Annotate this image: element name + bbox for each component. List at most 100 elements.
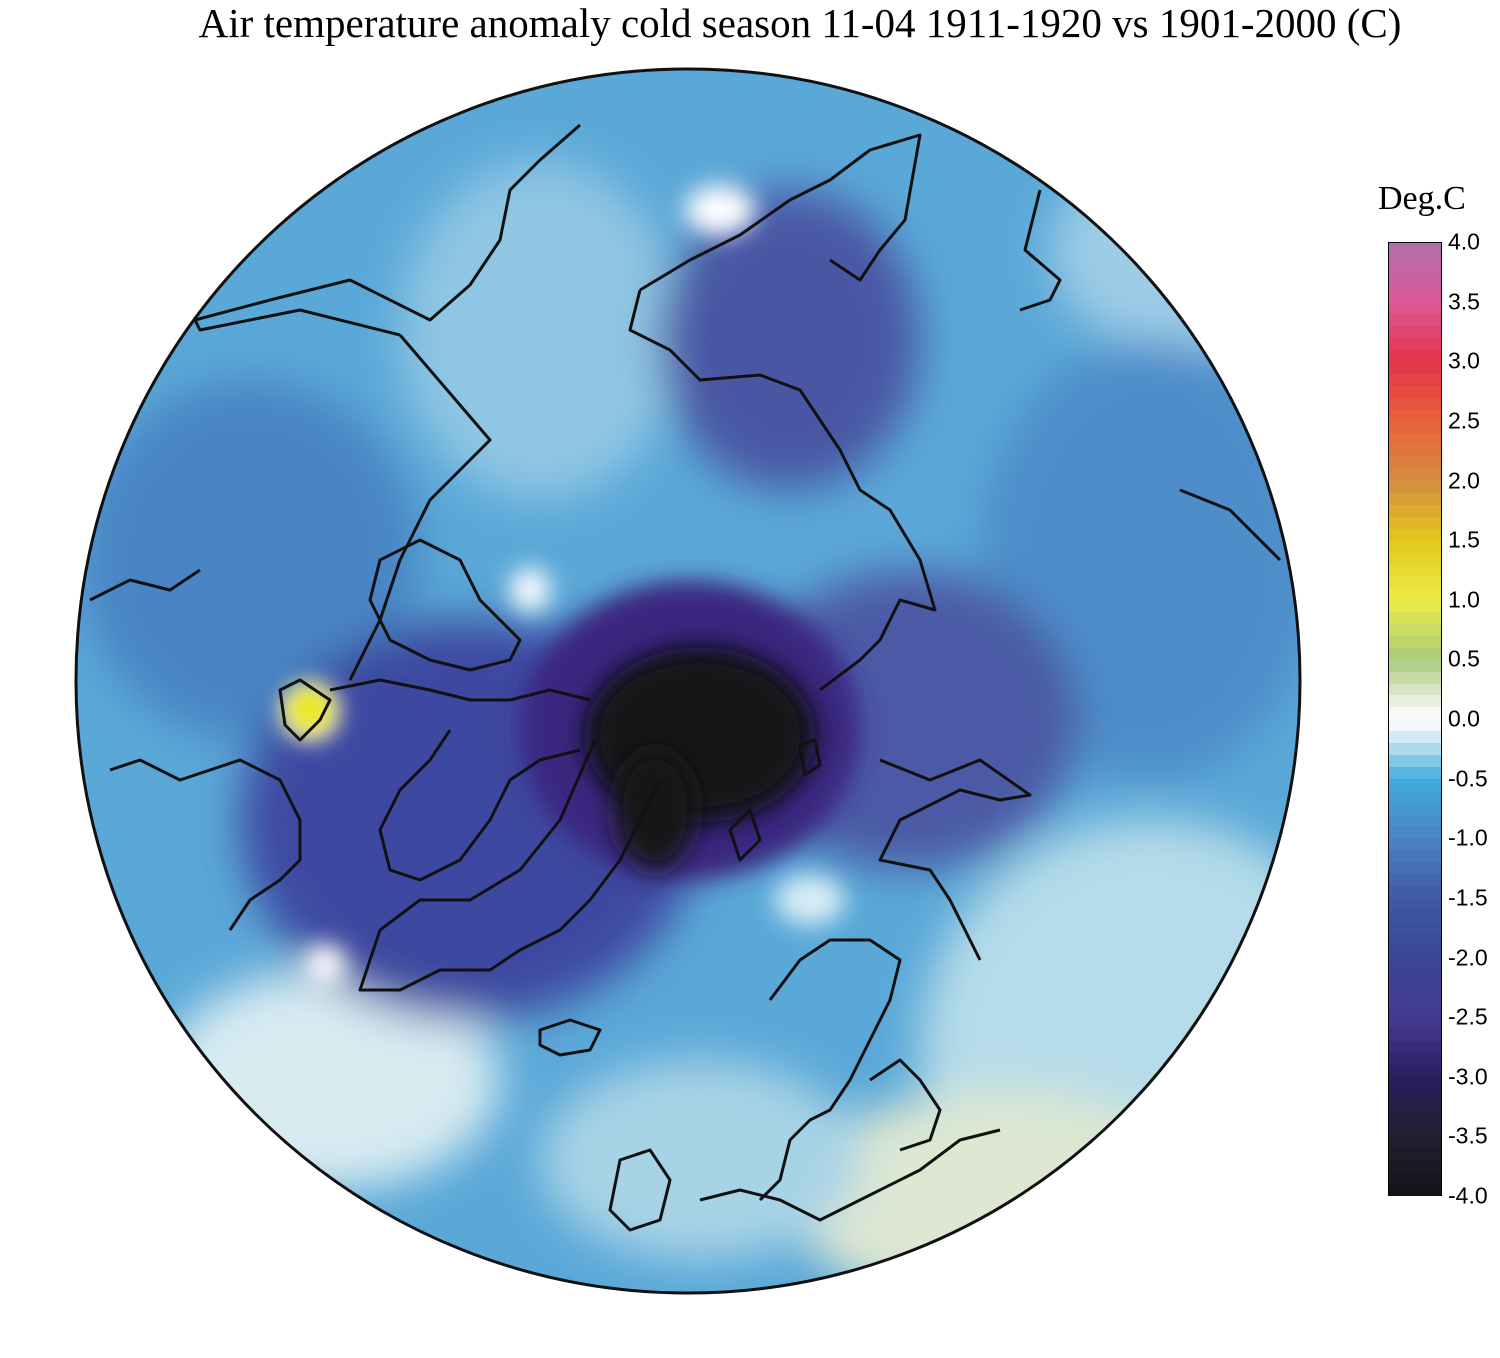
anomaly-field: [76, 69, 1300, 1293]
colorbar-band: [1389, 862, 1441, 875]
colorbar-tick-label: 4.0: [1448, 228, 1480, 255]
colorbar-tick-labels: 4.0 3.5 3.0 2.5 2.0 1.5 1.0 0.5 0.0 -0.5 -1.0 -1.5 -…: [1448, 229, 1500, 1209]
colorbar-band: [1389, 1076, 1441, 1089]
colorbar-band: [1389, 1064, 1441, 1077]
colorbar-band: [1389, 826, 1441, 839]
colorbar-band: [1389, 778, 1441, 791]
colorbar-tick-label: 1.0: [1448, 586, 1480, 613]
island-britain: [608, 1148, 672, 1232]
legend-unit-label: Deg.C: [1378, 180, 1466, 217]
colorbar-tick-label: 3.0: [1448, 347, 1480, 374]
colorbar-band: [1389, 385, 1441, 398]
cold-region-east-siberia: [660, 190, 920, 490]
colorbar-band: [1389, 362, 1441, 374]
colorbar-band: [1389, 326, 1441, 339]
colorbar-band: [1389, 457, 1441, 470]
colorbar-band: [1389, 1159, 1441, 1172]
colorbar-tick-label: 1.5: [1448, 526, 1480, 553]
colorbar-band: [1389, 600, 1441, 613]
colorbar-band: [1389, 266, 1441, 279]
colorbar-band: [1389, 683, 1441, 696]
colorbar-band: [1389, 766, 1441, 779]
colorbar-tick-label: 2.0: [1448, 467, 1480, 493]
colorbar-band: [1389, 481, 1441, 494]
coastlines: [89, 123, 1282, 1232]
colorbar-band: [1389, 731, 1441, 744]
pale-region-north-sea: [540, 1060, 860, 1260]
colorbar-band: [1389, 659, 1441, 672]
coast-hudson-bay: [278, 678, 332, 742]
colorbar-tick-label: -1.0: [1448, 824, 1488, 851]
colorbar-band: [1389, 397, 1441, 410]
colorbar-band: [1389, 373, 1441, 386]
colorbar-tick-label: -2.5: [1448, 1003, 1488, 1030]
colorbar-band: [1389, 1135, 1441, 1148]
coast-scandinavia: [758, 938, 902, 1202]
colorbar-band: [1389, 576, 1441, 589]
colorbar-band: [1389, 874, 1441, 886]
colorbar-band: [1389, 1040, 1441, 1053]
cold-core-tail: [615, 750, 695, 870]
island-iceland: [538, 1018, 602, 1057]
coast-siberia-south: [1179, 488, 1282, 562]
colorbar-tick-label: -1.5: [1448, 884, 1488, 911]
colorbar-tick-label: 3.5: [1448, 288, 1480, 315]
colorbar-band: [1389, 409, 1441, 422]
colorbar-band: [1389, 516, 1441, 529]
colorbar-band: [1389, 707, 1441, 720]
coast-siberia-east: [628, 289, 937, 692]
colorbar-band: [1389, 850, 1441, 863]
colorbar-band: [1389, 504, 1441, 517]
colorbar-band: [1389, 993, 1441, 1005]
colorbar-band: [1389, 338, 1441, 351]
coast-alaska: [193, 123, 581, 337]
colorbar-band: [1389, 302, 1441, 315]
coast-chukotka: [639, 133, 922, 292]
colorbar-band: [1389, 1088, 1441, 1101]
colorbar-band: [1389, 945, 1441, 958]
colorbar-tick-label: 2.5: [1448, 407, 1480, 434]
coast-kara-sea: [878, 758, 1032, 961]
colorbar-band: [1389, 612, 1441, 624]
colorbar-tick-label: 0.0: [1448, 705, 1480, 732]
colorbar-band: [1389, 814, 1441, 827]
colorbar-band: [1389, 350, 1441, 363]
coast-kamchatka: [1019, 189, 1062, 312]
island-franz-josef: [798, 738, 822, 777]
colorbar-band: [1389, 243, 1441, 255]
colorbar-tick-label: -0.5: [1448, 765, 1488, 792]
colorbar-band: [1389, 802, 1441, 815]
colorbar-band: [1389, 921, 1441, 934]
colorbar-band: [1389, 278, 1441, 291]
colorbar-tick-label: -3.0: [1448, 1063, 1488, 1090]
colorbar-band: [1389, 624, 1441, 636]
coast-greenland-north: [378, 729, 581, 882]
colorbar-band: [1389, 969, 1441, 982]
warm-spot-bering: [685, 185, 755, 235]
map-boundary-circle: [74, 67, 1302, 1295]
colorbar-band: [1389, 933, 1441, 946]
warm-spot-baffin: [510, 568, 550, 612]
pale-region-pacific-east: [1050, 150, 1300, 350]
colorbar-band: [1389, 1171, 1441, 1184]
colorbar-band: [1389, 897, 1441, 910]
colorbar-band: [1389, 695, 1441, 708]
colorbar-band: [1389, 290, 1441, 303]
colorbar-tick-label: -3.5: [1448, 1122, 1488, 1149]
colorbar-band: [1389, 445, 1441, 458]
colorbar-band: [1389, 540, 1441, 553]
colorbar-tick-label: 0.5: [1448, 645, 1480, 672]
colorbar-tick-label: -4.0: [1448, 1182, 1488, 1209]
island-svalbard: [728, 808, 762, 862]
colorbar-band: [1389, 754, 1441, 767]
colorbar-band: [1389, 885, 1441, 898]
colorbar-band: [1389, 1100, 1441, 1113]
colorbar-band: [1389, 1112, 1441, 1125]
mid-region-canada-west: [80, 380, 420, 740]
colorbar-band: [1389, 1183, 1441, 1196]
colorbar-band: [1389, 909, 1441, 922]
map-title: Air temperature anomaly cold season 11-0…: [198, 0, 1402, 46]
coast-canada-west: [89, 568, 201, 602]
colorbar-band: [1389, 1052, 1441, 1065]
